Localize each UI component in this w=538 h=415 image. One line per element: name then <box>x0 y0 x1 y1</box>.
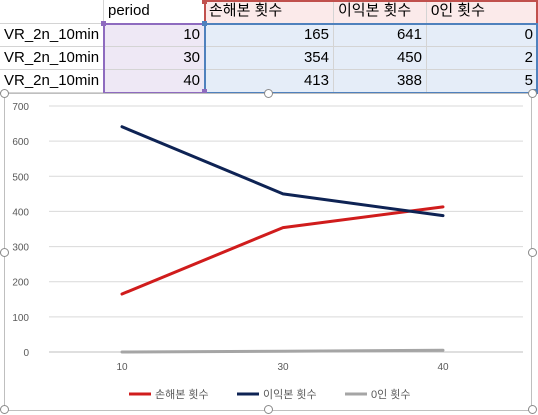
chart-resize-handle[interactable] <box>528 89 537 98</box>
series-line-2 <box>120 125 445 218</box>
chart-plot: 0 100 200 300 400 500 600 700 10 30 40 손해본 횟수 이익본 횟수… <box>12 102 523 401</box>
x-tick-label: 10 <box>116 362 128 373</box>
cell-row1-loss[interactable]: 165 <box>205 24 334 47</box>
legend-label: 이익본 횟수 <box>263 388 317 401</box>
cell-row2-name[interactable]: VR_2n_10min <box>0 47 104 70</box>
line-chart[interactable]: 0 100 200 300 400 500 600 700 10 30 40 손해본 횟수 이익본 횟수… <box>4 93 532 411</box>
cell-row3-name[interactable]: VR_2n_10min <box>0 70 104 93</box>
range-resize-handle[interactable] <box>202 21 207 26</box>
chart-resize-handle[interactable] <box>0 405 9 414</box>
y-tick-label: 400 <box>12 207 29 218</box>
cell-header-zero-count[interactable]: 0인 횟수 <box>427 0 538 24</box>
cell-row1-period[interactable]: 10 <box>104 24 205 47</box>
cell-row2-period[interactable]: 30 <box>104 47 205 70</box>
cell-header-profit-count[interactable]: 이익본 횟수 <box>334 0 427 24</box>
cell-row2-profit[interactable]: 450 <box>334 47 427 70</box>
series-line-3 <box>120 348 445 354</box>
chart-resize-handle[interactable] <box>0 248 9 257</box>
cell-row3-profit[interactable]: 388 <box>334 70 427 93</box>
chart-resize-handle[interactable] <box>264 89 273 98</box>
x-tick-label: 30 <box>277 362 289 373</box>
x-tick-label: 40 <box>437 362 449 373</box>
cell-row1-name[interactable]: VR_2n_10min <box>0 24 104 47</box>
cell-row3-period[interactable]: 40 <box>104 70 205 93</box>
y-tick-label: 200 <box>12 278 29 289</box>
cell-row2-loss[interactable]: 354 <box>205 47 334 70</box>
chart-resize-handle[interactable] <box>0 89 9 98</box>
y-tick-label: 700 <box>12 102 29 113</box>
cell-row1-profit[interactable]: 641 <box>334 24 427 47</box>
y-tick-label: 100 <box>12 313 29 324</box>
range-resize-handle[interactable] <box>202 0 207 4</box>
cell-header-period[interactable]: period <box>104 0 205 24</box>
range-resize-handle[interactable] <box>101 21 106 26</box>
cell-row1-zero[interactable]: 0 <box>427 24 538 47</box>
cell-header-empty[interactable] <box>0 0 104 24</box>
y-tick-label: 300 <box>12 243 29 254</box>
chart-resize-handle[interactable] <box>528 248 537 257</box>
y-tick-label: 500 <box>12 172 29 183</box>
y-tick-label: 600 <box>12 137 29 148</box>
chart-resize-handle[interactable] <box>264 405 273 414</box>
cell-header-loss-count[interactable]: 손해본 횟수 <box>205 0 334 24</box>
spreadsheet-grid: period 손해본 횟수 이익본 횟수 0인 횟수 VR_2n_10min 1… <box>0 0 538 93</box>
legend-label: 손해본 횟수 <box>155 387 209 401</box>
range-resize-handle[interactable] <box>202 89 207 94</box>
series-line-1 <box>120 205 445 296</box>
cell-row2-zero[interactable]: 2 <box>427 47 538 70</box>
y-tick-label: 0 <box>23 348 29 359</box>
legend-label: 0인 횟수 <box>371 388 411 401</box>
chart-resize-handle[interactable] <box>528 405 537 414</box>
cell-row3-zero[interactable]: 5 <box>427 70 538 93</box>
